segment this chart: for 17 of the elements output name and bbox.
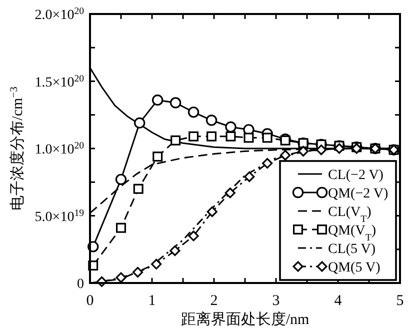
legend-label: QM(5 V) <box>328 260 381 276</box>
x-tick-label: 2 <box>210 293 218 309</box>
y-tick-label: 1.5×10$^{20}$ <box>34 72 84 90</box>
legend-label: CL(5 V) <box>328 242 376 257</box>
y-tick-label: 0 <box>77 277 84 292</box>
y-tick-label: 2.0×10$^{20}$ <box>34 6 84 23</box>
x-tick-label: 3 <box>272 293 280 309</box>
y-tick-label: 5.0×10$^{19}$ <box>34 207 84 225</box>
legend-label: QM(−2 V) <box>328 186 388 202</box>
x-axis-title: 距离界面处长度/nm <box>180 311 310 328</box>
x-tick-label: 5 <box>396 293 404 309</box>
x-tick-label: 1 <box>148 293 156 309</box>
legend-label: CL(V$_{T}$) <box>328 205 372 224</box>
legend-label: QM(V$_{T}$) <box>328 224 376 243</box>
legend-label: CL(−2 V) <box>328 168 384 183</box>
x-tick-label: 4 <box>334 293 342 309</box>
y-tick-label: 1.0×10$^{20}$ <box>34 140 84 158</box>
